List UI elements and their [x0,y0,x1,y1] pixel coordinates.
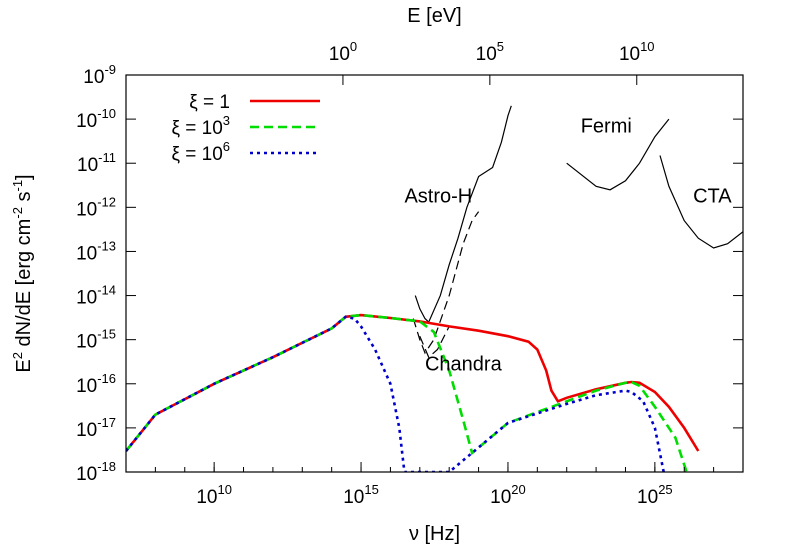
x-axis-label: ν [Hz] [409,523,460,545]
annotation-3: Chandra [425,353,503,375]
y-label-sup-3: -1 [10,180,25,192]
annotations-layer: Astro-H Fermi CTA Chandra [404,115,732,375]
x2-tick-label-1: 100 [329,39,357,65]
x-tick-label-3: 1025 [637,482,673,508]
sensitivity-curve-3 [566,118,670,191]
series-line-0 [126,313,700,452]
x2-tick-label-2: 105 [476,39,504,65]
x-tick-label-1: 1015 [343,482,379,508]
x2-tick-label-3: 1010 [619,39,655,65]
y-tick-label-0: 10-9 [83,62,116,88]
annotation-2: CTA [693,185,732,207]
sensitivity-curve-1 [412,211,480,355]
x-tick-label-0: 1010 [196,482,232,508]
sensitivity-curve-2 [419,326,450,359]
legend-label-2: ξ = 106 [171,139,230,165]
sensitivity-curve-0 [414,105,512,324]
legend-label-1: ξ = 103 [171,113,230,139]
y-tick-label-7: 10-16 [76,371,116,397]
y-label-sup-2: -2 [10,207,25,219]
y-tick-label-9: 10-18 [76,459,116,485]
series-line-1 [126,313,688,472]
plot-frame [125,74,744,473]
tick-labels-layer: 101010151020102510-5100105101010-910-101… [76,39,673,508]
y-tick-label-2: 10-11 [77,150,116,176]
y-tick-label-5: 10-14 [76,283,116,309]
y-tick-label-4: 10-13 [76,238,116,264]
y-tick-label-1: 10-10 [76,106,116,132]
y-tick-label-8: 10-17 [76,415,116,441]
annotation-0: Astro-H [404,185,472,207]
ticks-layer [125,74,744,473]
y-axis-label: E2 dN/dE [erg cm-2 s-1] [10,174,35,372]
curves-layer [126,105,743,472]
sensitivity-curve-4 [659,155,743,249]
x-tick-label-2: 1020 [490,482,526,508]
y-tick-label-6: 10-15 [76,327,116,353]
legend-label-0: ξ = 1 [189,92,230,113]
annotation-1: Fermi [581,115,632,137]
top-axis-label: E [eV] [407,5,461,27]
y-label-sup-1: 2 [10,352,25,359]
y-tick-label-3: 10-12 [76,194,116,220]
